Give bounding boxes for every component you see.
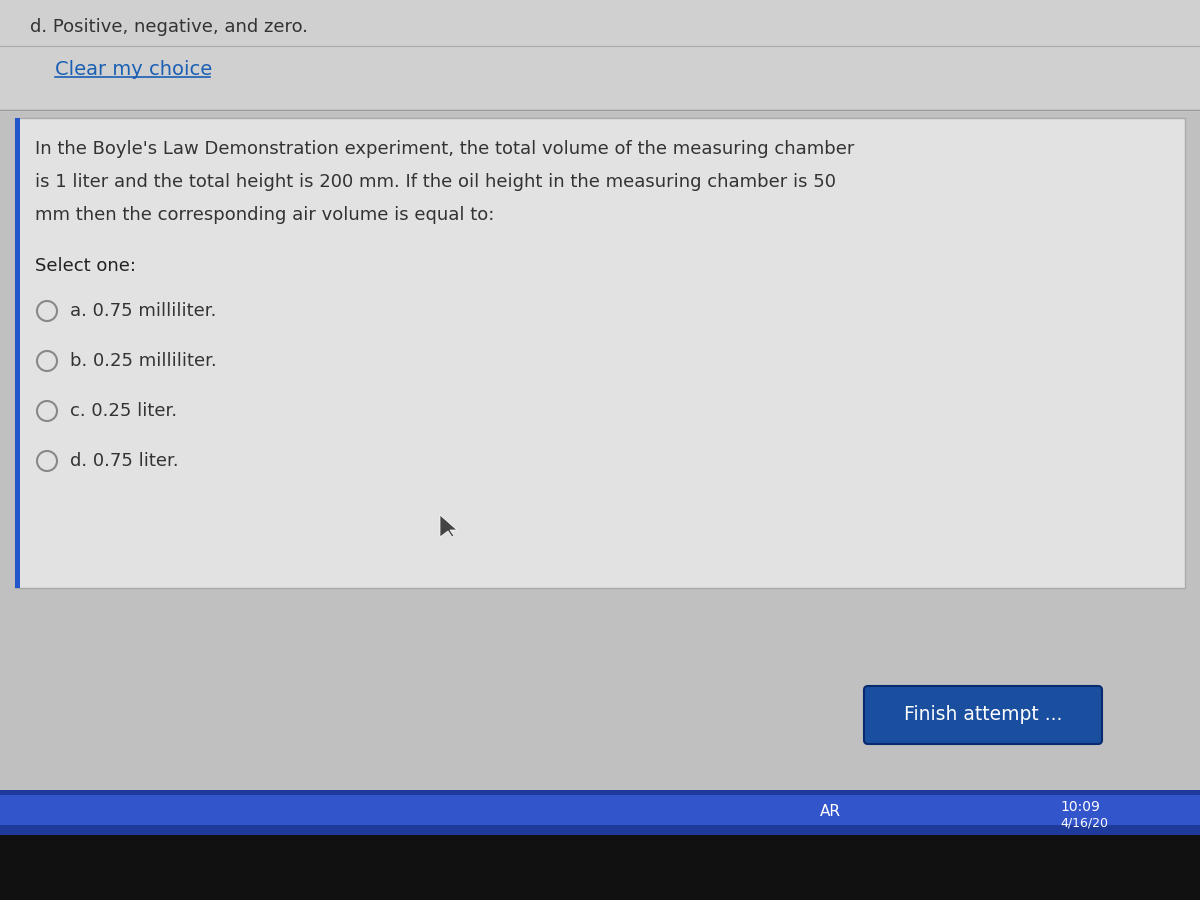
Text: In the Boyle's Law Demonstration experiment, the total volume of the measuring c: In the Boyle's Law Demonstration experim… bbox=[35, 140, 854, 158]
Text: a. 0.75 milliliter.: a. 0.75 milliliter. bbox=[70, 302, 216, 320]
FancyBboxPatch shape bbox=[0, 795, 1200, 825]
Text: mm then the corresponding air volume is equal to:: mm then the corresponding air volume is … bbox=[35, 206, 494, 224]
FancyBboxPatch shape bbox=[0, 0, 1200, 112]
Text: Clear my choice: Clear my choice bbox=[55, 60, 212, 79]
Text: Finish attempt ...: Finish attempt ... bbox=[904, 706, 1062, 724]
Polygon shape bbox=[440, 515, 457, 537]
Text: is 1 liter and the total height is 200 mm. If the oil height in the measuring ch: is 1 liter and the total height is 200 m… bbox=[35, 173, 836, 191]
Text: 10:09: 10:09 bbox=[1060, 800, 1100, 814]
Text: d. 0.75 liter.: d. 0.75 liter. bbox=[70, 452, 179, 470]
Text: c. 0.25 liter.: c. 0.25 liter. bbox=[70, 402, 178, 420]
FancyBboxPatch shape bbox=[0, 790, 1200, 835]
FancyBboxPatch shape bbox=[0, 835, 1200, 900]
FancyBboxPatch shape bbox=[14, 118, 1186, 588]
Text: Select one:: Select one: bbox=[35, 257, 136, 275]
Text: d. Positive, negative, and zero.: d. Positive, negative, and zero. bbox=[30, 18, 308, 36]
Text: 4/16/20: 4/16/20 bbox=[1060, 816, 1108, 829]
Text: b. 0.25 milliliter.: b. 0.25 milliliter. bbox=[70, 352, 217, 370]
FancyBboxPatch shape bbox=[14, 118, 20, 588]
Text: AR: AR bbox=[820, 805, 841, 820]
FancyBboxPatch shape bbox=[864, 686, 1102, 744]
